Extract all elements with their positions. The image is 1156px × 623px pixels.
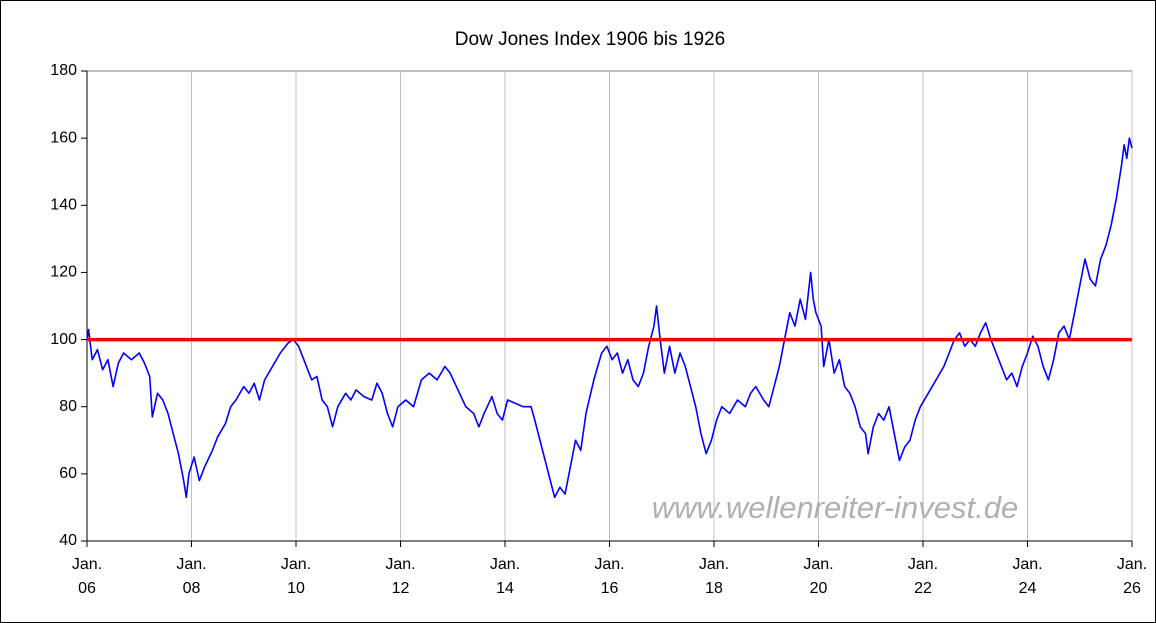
y-tick-label: 80 [59, 398, 77, 415]
x-tick-label: Jan. 08 [176, 556, 206, 597]
y-tick-label: 160 [50, 129, 77, 146]
data-line [86, 137, 1133, 499]
x-tick-label: Jan. 20 [803, 556, 833, 597]
x-tick-label: Jan. 12 [385, 556, 415, 597]
x-tick-label: Jan. 24 [1012, 556, 1042, 597]
x-tick-label: Jan. 22 [908, 556, 938, 597]
x-tick-label: Jan. 18 [699, 556, 729, 597]
watermark: www.wellenreiter-invest.de [652, 490, 1018, 525]
x-tick-label: Jan. 14 [490, 556, 520, 597]
x-tick-label: Jan. 16 [594, 556, 624, 597]
x-tick-label: Jan. 10 [281, 556, 311, 597]
y-tick-label: 100 [50, 331, 77, 348]
chart-title: Dow Jones Index 1906 bis 1926 [455, 29, 725, 50]
y-tick-label: 180 [50, 62, 77, 79]
y-tick-label: 140 [50, 197, 77, 214]
x-tick-label: Jan. 26 [1117, 556, 1147, 597]
y-tick-label: 40 [59, 532, 77, 549]
x-tick-label: Jan. 06 [72, 556, 102, 597]
y-tick-label: 60 [59, 465, 77, 482]
y-tick-label: 120 [50, 264, 77, 281]
